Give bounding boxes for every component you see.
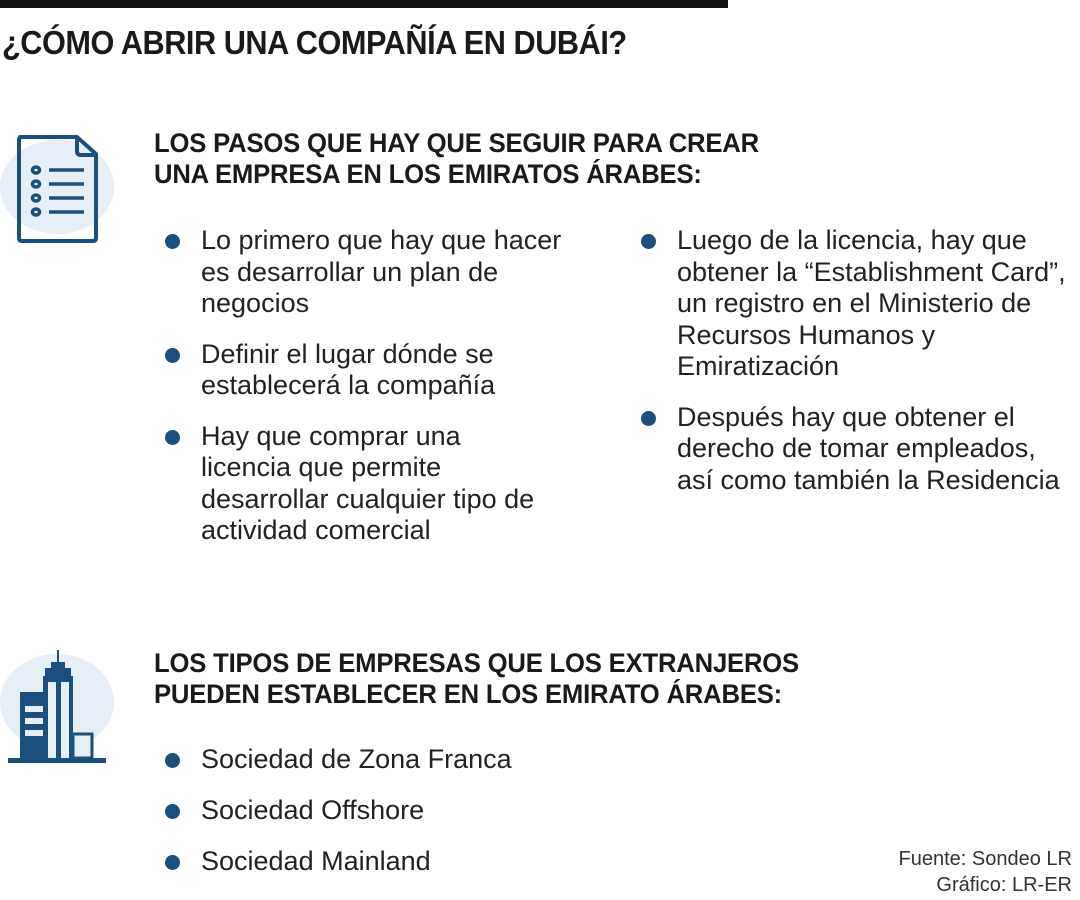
section1-heading: LOS PASOS QUE HAY QUE SEGUIR PARA CREAR … [154, 128, 759, 190]
item-text: Hay que comprar una licencia que permite… [201, 420, 535, 546]
list-item: Luego de la licencia, hay que obtener la… [640, 225, 1067, 383]
item-text: Sociedad Mainland [201, 846, 431, 876]
list-item: Definir el lugar dónde se establecerá la… [164, 339, 521, 402]
bullet-icon [165, 234, 180, 249]
heading-line: LOS PASOS QUE HAY QUE SEGUIR PARA CREAR [154, 128, 759, 158]
heading-line: LOS TIPOS DE EMPRESAS QUE LOS EXTRANJERO… [154, 648, 799, 678]
item-text: Lo primero que hay que hacer es desarrol… [201, 225, 562, 318]
item-text: Definir el lugar dónde se establecerá la… [201, 338, 496, 401]
item-text: Luego de la licencia, hay que obtener la… [677, 225, 1066, 381]
top-rule [0, 0, 728, 8]
heading-line: UNA EMPRESA EN LOS EMIRATOS ÁRABES: [154, 159, 702, 189]
list-item: Sociedad Mainland [164, 846, 664, 878]
document-list-icon [0, 135, 114, 243]
item-text: Después hay que obtener el derecho de to… [677, 401, 1060, 495]
item-text: Sociedad de Zona Franca [201, 744, 512, 774]
list-item: Hay que comprar una licencia que permite… [164, 421, 541, 547]
list-item: Lo primero que hay que hacer es desarrol… [164, 225, 564, 320]
bullet-icon [641, 234, 656, 249]
bullet-icon [641, 410, 656, 426]
source-credits: Fuente: Sondeo LR Gráfico: LR-ER [899, 846, 1072, 898]
bullet-icon [165, 753, 180, 768]
steps-list-right: Luego de la licencia, hay que obtener la… [640, 225, 1075, 496]
source-line: Fuente: Sondeo LR [898, 848, 1072, 870]
graphic-credit: Gráfico: LR-ER [936, 874, 1072, 896]
bullet-icon [165, 347, 180, 363]
heading-line: PUEDEN ESTABLECER EN LOS EMIRATO ÁRABES: [154, 679, 783, 709]
company-types-list: Sociedad de Zona Franca Sociedad Offshor… [164, 744, 664, 878]
page-title: ¿CÓMO ABRIR UNA COMPAÑÍA EN DUBÁI? [2, 24, 627, 61]
bullet-icon [165, 429, 180, 445]
list-item: Después hay que obtener el derecho de to… [640, 402, 1075, 497]
list-item: Sociedad de Zona Franca [164, 744, 664, 776]
buildings-icon [0, 650, 114, 763]
steps-list-left: Lo primero que hay que hacer es desarrol… [164, 225, 564, 547]
section2-heading: LOS TIPOS DE EMPRESAS QUE LOS EXTRANJERO… [154, 648, 799, 710]
item-text: Sociedad Offshore [201, 795, 425, 825]
list-item: Sociedad Offshore [164, 795, 664, 827]
bullet-icon [165, 804, 180, 819]
bullet-icon [165, 855, 180, 870]
